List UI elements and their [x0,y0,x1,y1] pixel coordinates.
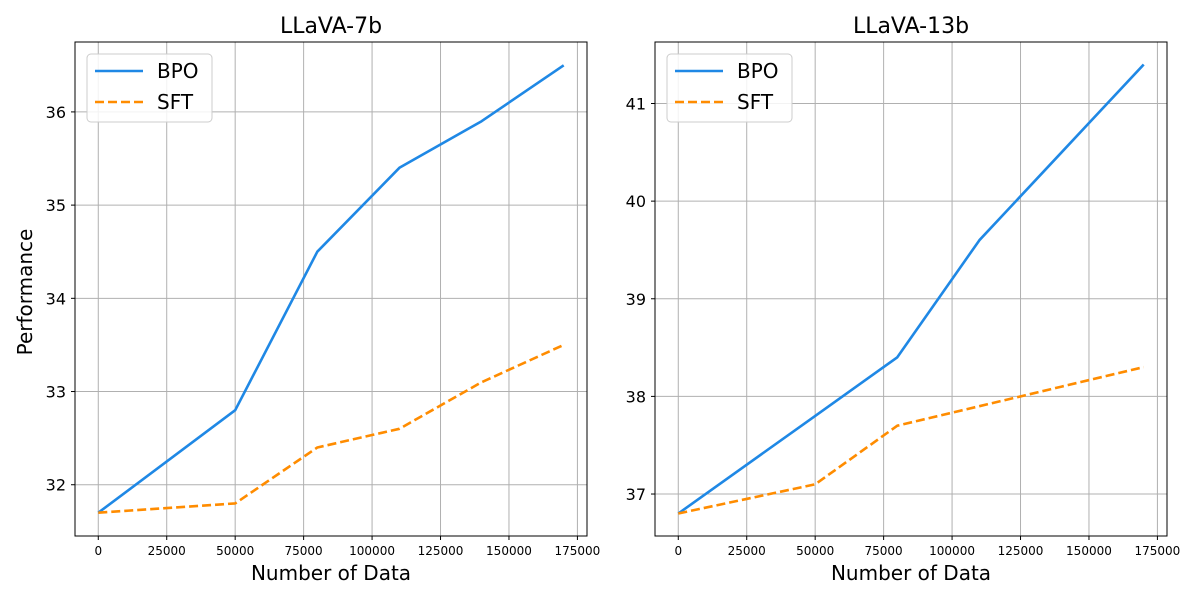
x-tick-label: 50000 [796,544,834,558]
x-tick-label: 25000 [148,544,186,558]
plot-frame [74,41,588,537]
legend-label: SFT [737,90,774,114]
legend-label: BPO [737,59,779,83]
series-line-bpo [677,63,1145,515]
y-tick-label: 41 [626,95,646,114]
x-tick-label: 100000 [349,544,395,558]
y-tick-label: 37 [626,485,646,504]
grid-lines [75,42,587,536]
x-tick-label: 100000 [929,544,975,558]
legend-label: BPO [157,59,199,83]
axis-ticks: 0 25000 50000 75000 100000 125000 150000 175000… [626,95,1181,558]
x-tick-label: 150000 [486,544,532,558]
chart-panel-llava-7b: LLaVA-7b Number of Data Performance 0 250… [13,14,600,585]
chart-title: LLaVA-7b [280,14,382,39]
y-tick-label: 38 [626,387,646,406]
legend: BPO SFT [86,53,213,123]
y-axis-label: Performance [13,229,37,356]
chart-title: LLaVA-13b [853,14,969,39]
x-tick-label: 50000 [216,544,254,558]
y-tick-label: 39 [626,290,646,309]
legend: BPO SFT [666,53,793,123]
series-line-bpo [97,64,565,514]
series-line-sft [98,343,565,514]
x-tick-label: 75000 [865,544,903,558]
x-tick-label: 0 [674,544,682,558]
x-tick-label: 125000 [998,544,1044,558]
y-tick-label: 34 [46,289,66,308]
series-line-sft [678,365,1145,515]
series-lines [97,64,565,514]
x-tick-label: 175000 [1135,544,1181,558]
x-tick-label: 125000 [418,544,464,558]
x-tick-label: 150000 [1066,544,1112,558]
y-tick-label: 32 [46,476,66,495]
legend-label: SFT [157,90,194,114]
y-tick-label: 40 [626,192,646,211]
y-tick-label: 33 [46,383,66,402]
plot-frame [654,41,1168,537]
x-axis-label: Number of Data [251,561,411,585]
y-tick-label: 36 [46,103,66,122]
axis-ticks: 0 25000 50000 75000 100000 125000 150000 175000… [46,103,601,558]
chart-panel-llava-13b: LLaVA-13b Number of Data 0 25000 50000 7500… [626,14,1181,585]
x-tick-label: 0 [94,544,102,558]
x-tick-label: 25000 [728,544,766,558]
x-tick-label: 175000 [555,544,601,558]
x-axis-label: Number of Data [831,561,991,585]
series-lines [677,63,1145,515]
y-tick-label: 35 [46,196,66,215]
x-tick-label: 75000 [285,544,323,558]
